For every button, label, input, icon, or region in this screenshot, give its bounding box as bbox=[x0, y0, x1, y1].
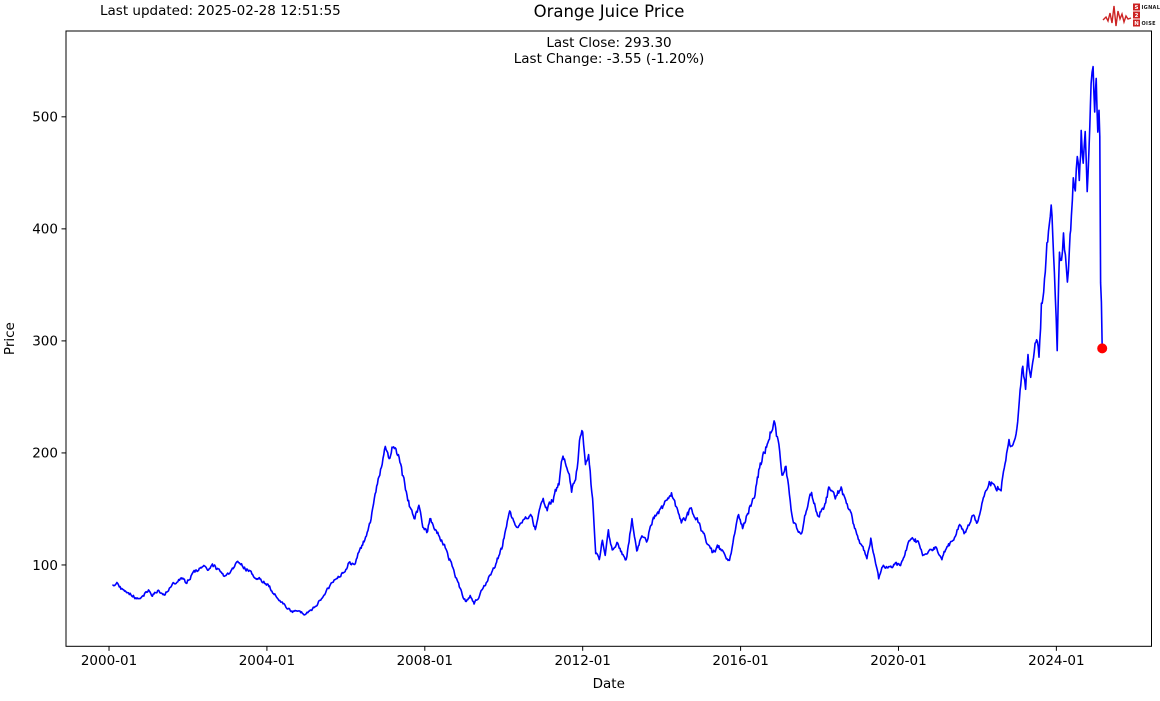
last-close-annotation: Last Close: 293.30 bbox=[546, 35, 672, 51]
x-tick-label: 2020-01 bbox=[870, 653, 926, 669]
price-line bbox=[112, 65, 1103, 616]
last-updated-text: Last updated: 2025-02-28 12:51:55 bbox=[100, 3, 341, 19]
logo-letter-n: N bbox=[1134, 21, 1139, 27]
x-tick-label: 2012-01 bbox=[554, 653, 610, 669]
x-tick-label: 2024-01 bbox=[1028, 653, 1084, 669]
y-tick-label: 400 bbox=[32, 222, 58, 238]
logo-word-signal: IGNAL bbox=[1142, 5, 1160, 11]
logo-letter-s: S bbox=[1135, 5, 1139, 11]
y-tick-label: 300 bbox=[32, 334, 58, 350]
plot-frame bbox=[65, 30, 1152, 647]
x-tick-label: 2016-01 bbox=[712, 653, 768, 669]
logo-square-s bbox=[1133, 3, 1140, 11]
y-axis-label: Price bbox=[2, 322, 18, 355]
x-tick-label: 2000-01 bbox=[81, 653, 137, 669]
logo-square-n bbox=[1133, 19, 1140, 27]
last-price-marker bbox=[1097, 343, 1108, 354]
y-tick-label: 100 bbox=[32, 558, 58, 574]
chart-title: Orange Juice Price bbox=[533, 2, 685, 21]
ecg-waveform-icon bbox=[1102, 5, 1132, 27]
x-axis-label: Date bbox=[593, 676, 625, 692]
logo-square-2 bbox=[1133, 11, 1140, 19]
y-tick-label: 200 bbox=[32, 446, 58, 462]
x-tick-label: 2004-01 bbox=[239, 653, 295, 669]
axis-ticks: 2000-01 2004-01 2008-01 2012-01 2016-01 2020-… bbox=[32, 110, 1084, 669]
y-tick-label: 500 bbox=[32, 110, 58, 126]
brand-logo: S IGNAL 2 N OISE bbox=[1102, 3, 1160, 27]
last-change-annotation: Last Change: -3.55 (-1.20%) bbox=[513, 51, 705, 67]
logo-word-noise: OISE bbox=[1142, 21, 1157, 27]
logo-letter-2: 2 bbox=[1135, 13, 1139, 19]
x-tick-label: 2008-01 bbox=[397, 653, 453, 669]
